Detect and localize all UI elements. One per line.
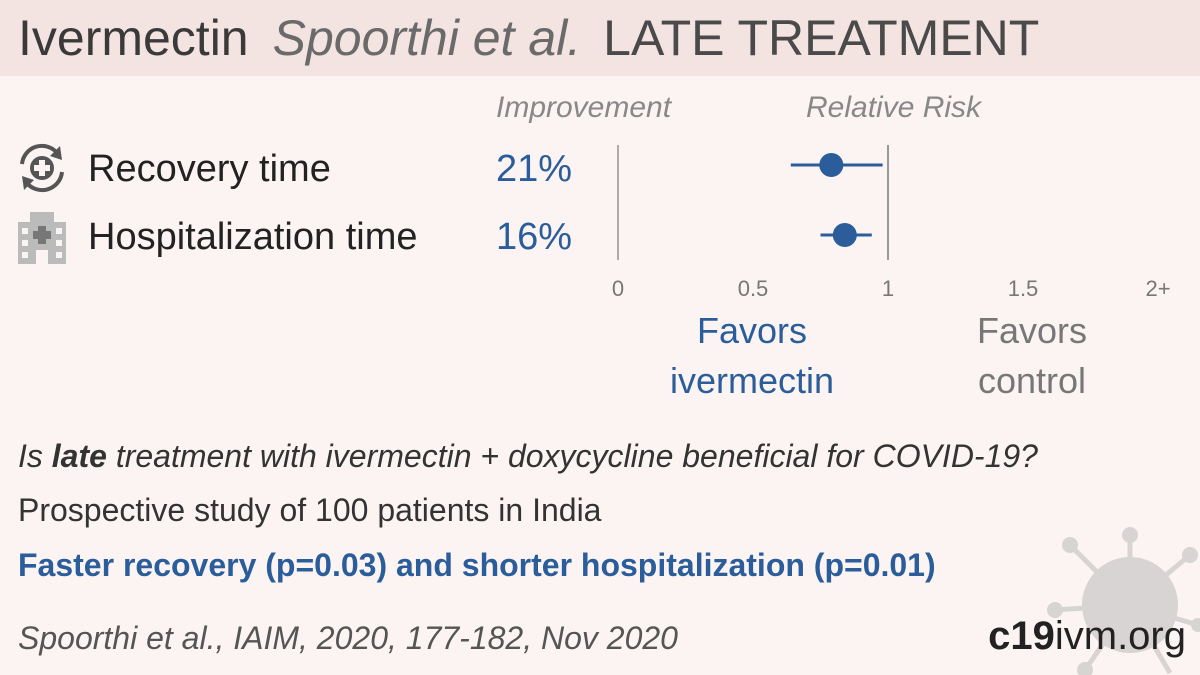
study-result: Faster recovery (p=0.03) and shorter hos…	[18, 547, 936, 583]
tick-label: 0.5	[738, 276, 769, 301]
hospital-icon	[14, 208, 70, 264]
question-bold: late	[51, 438, 107, 474]
tick-label: 2+	[1145, 276, 1170, 301]
favors-control-label: Favors control	[912, 306, 1152, 406]
row-value-hospitalization: 16%	[496, 216, 573, 258]
brand-rest: ivm.org	[1054, 614, 1186, 658]
row-value-recovery: 21%	[496, 148, 573, 190]
page-title: Ivermectin Spoorthi et al. LATE TREATMENT	[18, 6, 1039, 70]
point-estimate	[819, 153, 844, 177]
virus-icon	[1047, 527, 1200, 675]
question-pre: Is	[18, 438, 52, 474]
favors-ivermectin-label: Favors ivermectin	[632, 306, 872, 406]
brand-link[interactable]: c19ivm.org	[988, 610, 1186, 662]
favors-right-line2: control	[977, 360, 1087, 401]
question-post: treatment with ivermectin + doxycycline …	[106, 438, 1038, 474]
favors-left-line2: ivermectin	[669, 360, 835, 401]
title-drug: Ivermectin	[18, 10, 249, 66]
title-stage: LATE TREATMENT	[603, 10, 1040, 66]
favors-right-line1: Favors	[976, 310, 1088, 351]
tick-label: 1.5	[1008, 276, 1039, 301]
brand-bold: c19	[988, 614, 1055, 658]
forest-plot: 0 0.5 1 1.5 2+	[612, 145, 1171, 301]
title-authors: Spoorthi et al.	[272, 10, 582, 66]
point-estimate	[832, 223, 857, 247]
column-header-improvement: Improvement	[496, 91, 672, 124]
study-description: Prospective study of 100 patients in Ind…	[18, 492, 602, 528]
recovery-icon	[14, 140, 70, 196]
column-header-relative-risk: Relative Risk	[806, 91, 982, 124]
citation: Spoorthi et al., IAIM, 2020, 177-182, No…	[18, 620, 678, 656]
tick-label: 1	[882, 276, 894, 301]
row-label-hospitalization: Hospitalization time	[88, 216, 418, 258]
tick-label: 0	[612, 276, 624, 301]
favors-left-line1: Favors	[696, 310, 808, 351]
header-bar	[0, 0, 1200, 76]
row-label-recovery: Recovery time	[88, 148, 331, 190]
study-question: Is late treatment with ivermectin + doxy…	[18, 434, 1038, 478]
